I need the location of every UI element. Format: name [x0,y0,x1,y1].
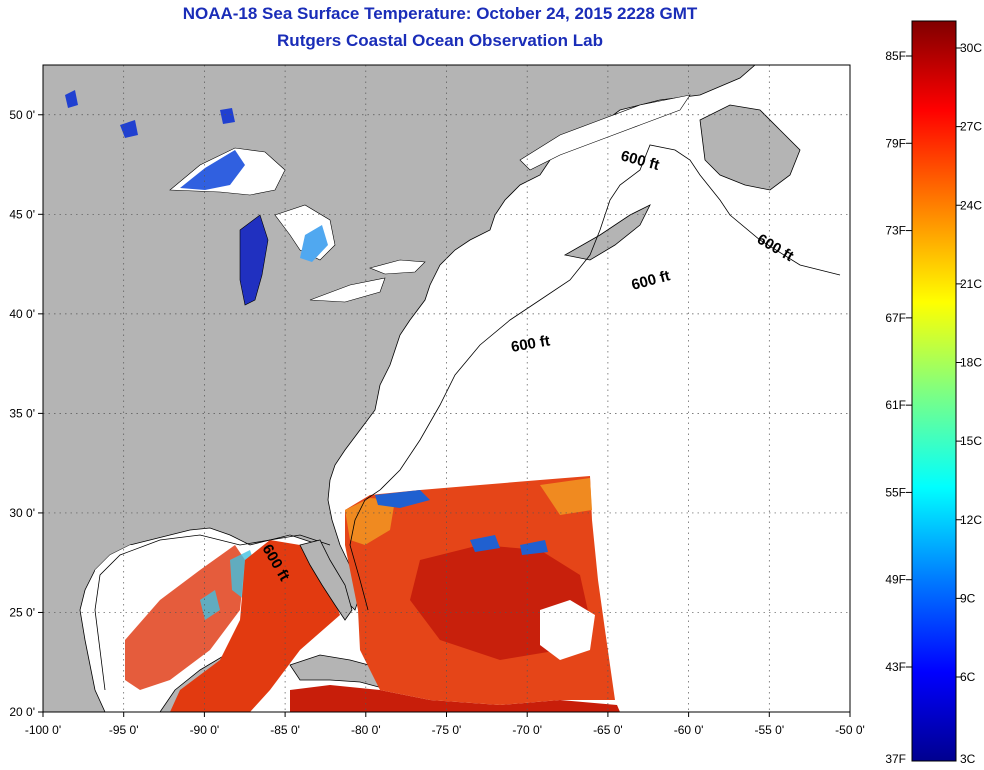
colorbar-f-label: 61F [885,398,906,412]
lat-tick-label: 40 0' [9,307,35,321]
lon-tick-label: -50 0' [835,723,865,737]
colorbar-f-label: 49F [885,573,906,587]
lake-huron-sst [300,225,328,262]
colorbar-c-label: 27C [960,120,982,134]
lat-tick-label: 25 0' [9,605,35,619]
colorbar-f-label: 67F [885,311,906,325]
lon-tick-label: -100 0' [25,723,61,737]
lon-tick-label: -55 0' [754,723,784,737]
colorbar-f-label: 55F [885,485,906,499]
colorbar-c-label: 6C [960,670,976,684]
lat-tick-label: 35 0' [9,406,35,420]
colorbar-c-label: 21C [960,277,982,291]
lat-tick-label: 45 0' [9,207,35,221]
colorbar-f-label: 85F [885,49,906,63]
lake-superior-sst [180,150,245,190]
contour-label-4: 600 ft [510,332,552,356]
atlantic-sst-orange [345,478,592,545]
map-title: NOAA-18 Sea Surface Temperature: October… [182,4,698,23]
colorbar-c-label: 24C [960,198,982,212]
lon-tick-label: -90 0' [190,723,220,737]
caribbean-sst [290,685,620,712]
graticule [43,65,850,712]
lon-tick-label: -60 0' [674,723,704,737]
lat-tick-label: 20 0' [9,705,35,719]
colorbar-f-label: 37F [885,752,906,766]
florida [299,539,353,621]
colorbar-c-label: 15C [960,434,982,448]
depth-contour-600ft [94,144,841,691]
st-lawrence [519,94,691,171]
lat-tick-label: 30 0' [9,506,35,520]
colorbar-c-label: 9C [960,591,976,605]
colorbar-c-label: 12C [960,513,982,527]
lon-tick-label: -95 0' [109,723,139,737]
lon-tick-label: -80 0' [351,723,381,737]
colorbar-f-label: 79F [885,136,906,150]
map-subtitle: Rutgers Coastal Ocean Observation Lab [277,31,603,50]
colorbar-c-label: 18C [960,356,982,370]
atlantic-cloud-gap [540,600,595,660]
lake-ontario [369,259,426,275]
newfoundland [699,104,801,191]
lake-erie [309,277,386,303]
colorbar-c-label: 3C [960,752,976,766]
gulf-sst-east [170,540,340,712]
lon-tick-label: -85 0' [270,723,300,737]
atlantic-sst-cool [375,490,548,555]
nova-scotia [563,204,651,261]
lat-tick-label: 50 0' [9,108,35,122]
colorbar [911,20,957,762]
lon-tick-label: -65 0' [593,723,623,737]
colorbar-f-label: 73F [885,224,906,238]
colorbar-c-label: 30C [960,41,982,55]
gulf-sst-west [125,545,245,690]
lon-tick-label: -70 0' [512,723,542,737]
colorbar-f-label: 43F [885,660,906,674]
lon-tick-label: -75 0' [432,723,462,737]
lake-michigan [239,214,269,306]
